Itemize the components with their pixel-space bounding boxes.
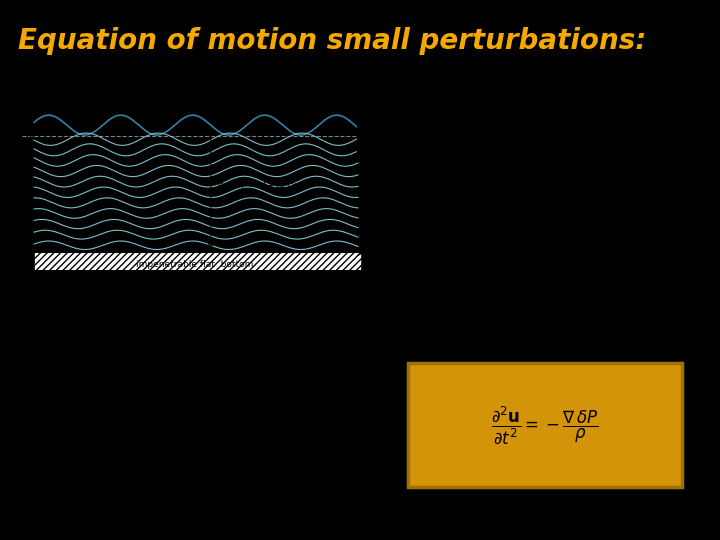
Text: SAME as for SOUND WAVES!: SAME as for SOUND WAVES!	[402, 509, 688, 527]
Text: x: x	[371, 246, 379, 259]
Text: $\nabla \;\bullet\; \mathbf{u} = 0$: $\nabla \;\bullet\; \mathbf{u} = 0$	[483, 260, 577, 279]
Text: z=0: z=0	[5, 247, 26, 258]
Text: depth $= \mathcal{H} + \Delta z(x,t)$: depth $= \mathcal{H} + \Delta z(x,t)$	[217, 179, 309, 192]
Text: x: x	[371, 419, 379, 432]
Text: Pressure P: Pressure P	[22, 293, 32, 344]
Text: $\Delta\!\left(\dfrac{\mathrm{d}V}{\mathrm{d}t} = -\dfrac{\nabla P}{\rho} - g\ha: $\Delta\!\left(\dfrac{\mathrm{d}V}{\math…	[112, 411, 269, 448]
Text: $\delta V = \Delta V = \dfrac{\partial \mathbf{u}}{\partial t}$: $\delta V = \Delta V = \dfrac{\partial \…	[487, 161, 613, 198]
Text: impenetrable flat  bottom: impenetrable flat bottom	[135, 260, 253, 269]
Text: $z{=}-\mathcal{H}$: $z{=}-\mathcal{H}$	[0, 130, 24, 141]
Text: Equation of motion small perturbations:: Equation of motion small perturbations:	[18, 26, 647, 55]
Text: g: g	[363, 128, 374, 143]
Bar	[34, 252, 361, 270]
Text: z: z	[19, 81, 26, 94]
Text: $P(x,z,t) = \bar{P}(z) + \rho g\,\Delta z(x,t)$: $P(x,z,t) = \bar{P}(z) + \rho g\,\Delta …	[125, 288, 264, 304]
Text: $\dfrac{\partial^2 \mathbf{u}}{\partial t^2} = -\dfrac{\nabla\,\delta P}{\rho}$: $\dfrac{\partial^2 \mathbf{u}}{\partial …	[491, 404, 599, 446]
Text: $\Rightarrow$: $\Rightarrow$	[370, 416, 400, 444]
FancyBboxPatch shape	[408, 363, 682, 487]
